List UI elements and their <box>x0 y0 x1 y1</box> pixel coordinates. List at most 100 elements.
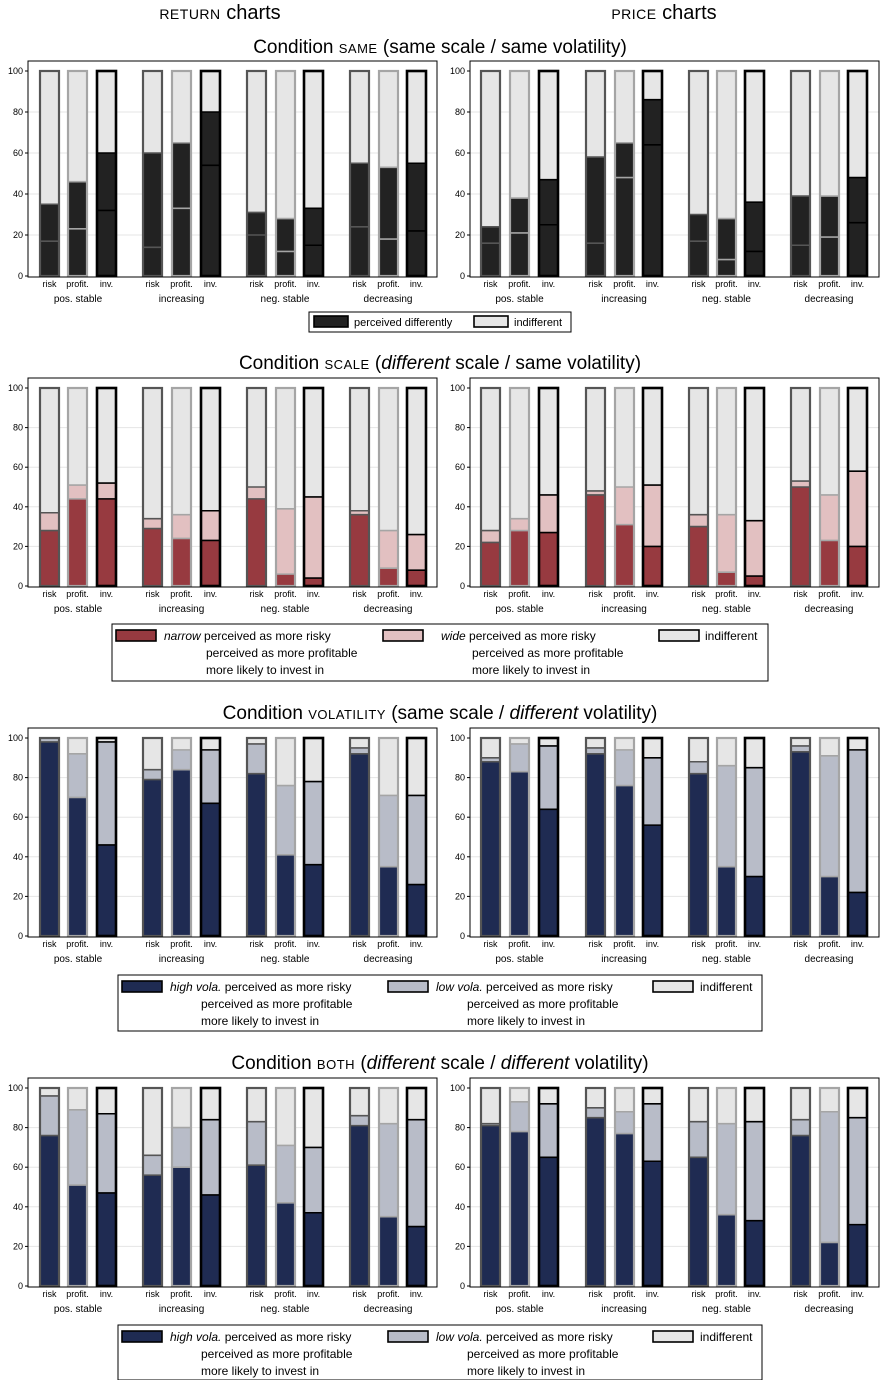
bar-segment <box>643 1103 662 1162</box>
bar-outline <box>95 1086 118 1288</box>
bar-outline <box>584 1086 607 1288</box>
bar-increasing-inv <box>641 1086 664 1288</box>
bar-label: inv. <box>646 279 659 289</box>
bar-segment <box>586 738 605 748</box>
bar-segment <box>247 738 266 744</box>
bar-segment <box>407 534 426 571</box>
bar-outline <box>715 69 738 278</box>
bar-label: profit. <box>274 1289 297 1299</box>
bar-segment <box>304 1088 323 1148</box>
bar-pos-stable-profit <box>66 736 89 938</box>
legend-entry: perceived as more profitable <box>467 1347 619 1361</box>
bar-label: profit. <box>66 279 89 289</box>
bar-pos-stable-risk <box>38 69 61 278</box>
bar-segment <box>510 771 529 936</box>
bar-neg-stable-profit <box>274 69 297 278</box>
bar-decreasing-inv <box>846 69 869 278</box>
bar-segment <box>481 530 500 543</box>
bar-segment <box>247 773 266 936</box>
bar-segment <box>379 530 398 569</box>
bar-segment <box>848 738 867 750</box>
bar-segment <box>350 388 369 511</box>
bar-label: risk <box>353 279 367 289</box>
bar-segment <box>276 388 295 509</box>
legend-entry: perceived as more profitable <box>472 646 624 660</box>
bar-segment <box>407 1088 426 1120</box>
bar-segment <box>820 388 839 495</box>
panel-frame <box>27 377 438 588</box>
bar-label: inv. <box>410 939 423 949</box>
bar-neg-stable-profit <box>715 736 738 938</box>
bar-outline <box>66 386 89 588</box>
bar-segment <box>407 1226 426 1286</box>
bar-segment <box>143 779 162 936</box>
bar-label: inv. <box>100 279 113 289</box>
bar-increasing-inv <box>641 736 664 938</box>
bar-segment <box>143 528 162 586</box>
bar-segment <box>791 1119 810 1136</box>
bar-segment <box>40 738 59 742</box>
bar-segment <box>615 388 634 487</box>
y-tick-label: 100 <box>450 383 465 393</box>
bar-segment <box>201 738 220 750</box>
bar-segment <box>172 1088 191 1128</box>
bar-segment <box>539 179 558 276</box>
group-label: neg. stable <box>261 294 310 305</box>
bar-segment <box>791 487 810 586</box>
bar-segment <box>539 738 558 746</box>
bar-label: inv. <box>851 279 864 289</box>
bar-increasing-risk <box>584 386 607 588</box>
bar-segment <box>407 163 426 276</box>
bar-segment <box>350 510 369 515</box>
group-label: pos. stable <box>495 954 544 965</box>
bar-label: risk <box>589 589 603 599</box>
bar-label: inv. <box>204 279 217 289</box>
bar-segment <box>379 1123 398 1217</box>
bar-outline <box>199 736 222 938</box>
bar-outline <box>641 1086 664 1288</box>
bar-neg-stable-risk <box>687 69 710 278</box>
legend-entry: perceived differently <box>354 317 453 329</box>
bar-segment <box>539 1088 558 1104</box>
bar-pos-stable-inv <box>95 1086 118 1288</box>
bar-label: inv. <box>851 1289 864 1299</box>
bar-segment <box>643 1161 662 1286</box>
bar-label: risk <box>353 1289 367 1299</box>
legend-entry: more likely to invest in <box>201 1014 319 1028</box>
bar-segment <box>717 738 736 766</box>
bar-segment <box>379 866 398 936</box>
bar-label: profit. <box>818 939 841 949</box>
bar-segment <box>247 743 266 774</box>
bar-segment <box>143 71 162 153</box>
y-tick-label: 60 <box>455 148 465 158</box>
bar-label: inv. <box>307 939 320 949</box>
panel-frame <box>469 1077 880 1288</box>
bar-label: profit. <box>274 279 297 289</box>
y-tick-label: 80 <box>455 107 465 117</box>
bar-label: inv. <box>100 939 113 949</box>
bar-outline <box>479 69 502 278</box>
bar-label: inv. <box>851 939 864 949</box>
bar-decreasing-profit <box>818 386 841 588</box>
bar-outline <box>687 736 710 938</box>
bar-segment <box>407 1119 426 1227</box>
bar-increasing-risk <box>584 736 607 938</box>
bar-segment <box>745 388 764 521</box>
bar-outline <box>377 69 400 278</box>
bar-segment <box>510 388 529 519</box>
bar-outline <box>274 736 297 938</box>
bar-segment <box>379 388 398 531</box>
y-tick-label: 40 <box>13 502 23 512</box>
bar-segment <box>586 1088 605 1108</box>
bar-segment <box>820 540 839 586</box>
bar-segment <box>791 481 810 487</box>
legend-entry: indifferent <box>700 980 753 994</box>
bar-segment <box>379 795 398 867</box>
bar-outline <box>95 386 118 588</box>
legend-1: narrow perceived as more risky perceived … <box>111 623 769 682</box>
legend-2: high vola. perceived as more risky percei… <box>117 974 763 1032</box>
bar-segment <box>304 578 323 586</box>
bar-segment <box>247 212 266 276</box>
bar-outline <box>348 1086 371 1288</box>
bar-decreasing-inv <box>405 386 428 588</box>
